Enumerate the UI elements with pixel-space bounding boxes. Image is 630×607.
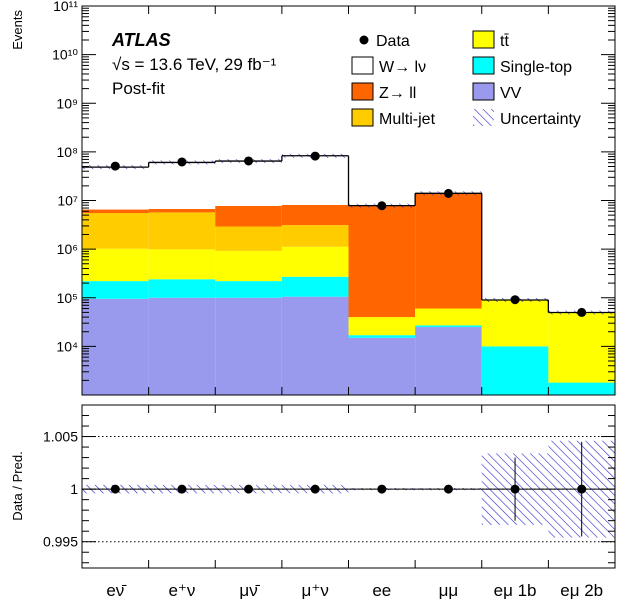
category-label-4: ee bbox=[372, 581, 391, 600]
ratio-y-tick-label-2: 1.005 bbox=[43, 429, 78, 445]
bar-series-3-cat-0 bbox=[82, 213, 149, 249]
ratio-y-tick-label-0: 0.995 bbox=[43, 534, 78, 550]
energy-lumi-label: √s = 13.6 TeV, 29 fb⁻¹ bbox=[112, 55, 277, 74]
y-tick-label-7: 10¹¹ bbox=[53, 0, 78, 14]
bar-series-2-cat-1 bbox=[148, 249, 216, 280]
bar-series-1-cat-1 bbox=[148, 279, 216, 298]
category-label-0: eν̄ bbox=[106, 581, 127, 600]
data-point-5 bbox=[443, 188, 453, 198]
data-point-2 bbox=[244, 156, 254, 166]
bar-series-4-cat-1 bbox=[148, 208, 216, 213]
bar-series-0-cat-1 bbox=[148, 297, 216, 395]
bar-series-1-cat-5 bbox=[415, 325, 482, 328]
bar-series-4-cat-2 bbox=[215, 205, 282, 227]
bar-series-2-cat-4 bbox=[348, 317, 416, 336]
bar-series-1-cat-4 bbox=[348, 335, 416, 338]
ratio-point-4 bbox=[377, 484, 387, 494]
category-label-5: μμ bbox=[439, 581, 459, 600]
data-point-3 bbox=[310, 151, 320, 161]
svg-text:Z→ ll: Z→ ll bbox=[379, 85, 416, 102]
category-label-1: e⁺ν bbox=[168, 581, 195, 600]
svg-text:Single-top: Single-top bbox=[500, 59, 572, 76]
category-label-3: μ⁺ν bbox=[302, 581, 329, 600]
bar-series-0-cat-3 bbox=[281, 296, 349, 395]
y-tick-label-3: 10⁷ bbox=[57, 193, 78, 209]
ratio-point-5 bbox=[443, 484, 453, 494]
bar-series-5-cat-1 bbox=[148, 162, 216, 209]
bar-series-0-cat-5 bbox=[415, 327, 482, 395]
legend-entry-single-top: Single-top bbox=[472, 56, 572, 76]
bar-series-5-cat-3 bbox=[281, 155, 349, 205]
bar-series-5-cat-0 bbox=[82, 167, 149, 210]
bar-series-3-cat-2 bbox=[215, 226, 282, 251]
bar-series-4-cat-5 bbox=[415, 193, 482, 309]
bar-series-2-cat-2 bbox=[215, 250, 282, 282]
ratio-y-axis-title: Data / Pred. bbox=[10, 451, 25, 520]
legend-entry-zll: Z→ ll bbox=[351, 82, 416, 102]
bar-series-0-cat-4 bbox=[348, 337, 416, 395]
main-y-ticks: 10⁴ 10⁵ 10⁶ 10⁷ 10⁸ 10⁹ 10¹⁰ 10¹¹ bbox=[52, 0, 616, 396]
y-tick-label-1: 10⁵ bbox=[57, 290, 78, 306]
bar-series-2-cat-5 bbox=[415, 308, 482, 326]
y-tick-label-2: 10⁶ bbox=[57, 241, 78, 257]
ratio-y-ticks: 0.995 1 1.005 bbox=[43, 405, 616, 568]
y-tick-label-5: 10⁹ bbox=[56, 95, 78, 111]
bar-series-2-cat-0 bbox=[82, 248, 149, 282]
category-label-2: μν̄ bbox=[239, 581, 260, 600]
ratio-point-2 bbox=[244, 484, 254, 494]
bar-series-2-cat-6 bbox=[481, 299, 549, 347]
svg-text:tt̄: tt̄ bbox=[500, 33, 509, 50]
svg-text:Uncertainty: Uncertainty bbox=[500, 111, 581, 128]
bar-series-3-cat-3 bbox=[281, 225, 349, 247]
category-label-6: eμ 1b bbox=[494, 581, 537, 600]
data-point-4 bbox=[377, 201, 387, 211]
svg-text:W→ lν: W→ lν bbox=[379, 59, 426, 76]
main-y-axis-title: Events bbox=[10, 10, 25, 50]
data-point-7 bbox=[577, 307, 587, 317]
fit-state-label: Post-fit bbox=[112, 79, 165, 98]
y-tick-label-0: 10⁴ bbox=[56, 338, 78, 354]
bar-series-2-cat-7 bbox=[548, 312, 616, 383]
bar-series-0-cat-0 bbox=[82, 298, 149, 395]
bar-series-4-cat-0 bbox=[82, 209, 149, 214]
data-points bbox=[110, 151, 587, 317]
legend-entry-uncertainty: Uncertainty bbox=[473, 109, 581, 128]
data-point-0 bbox=[110, 161, 120, 171]
category-label-7: eμ 2b bbox=[560, 581, 603, 600]
legend: Data tt̄ W→ lν Single-top Z→ ll VV Multi… bbox=[351, 30, 581, 128]
legend-entry-multijet: Multi-jet bbox=[351, 108, 436, 128]
svg-text:Multi-jet: Multi-jet bbox=[379, 111, 436, 128]
category-labels: eν̄ e⁺ν μν̄ μ⁺ν ee μμ eμ 1b eμ 2b bbox=[106, 581, 603, 600]
svg-text:Data: Data bbox=[376, 33, 410, 50]
data-point-1 bbox=[177, 157, 187, 167]
stacked-bars bbox=[82, 155, 616, 396]
bar-series-1-cat-6 bbox=[481, 346, 549, 396]
bar-series-4-cat-3 bbox=[281, 204, 349, 226]
y-tick-label-6: 10¹⁰ bbox=[52, 47, 78, 63]
legend-entry-wlnu: W→ lν bbox=[351, 56, 426, 76]
bar-series-4-cat-4 bbox=[348, 205, 416, 318]
bar-series-2-cat-3 bbox=[281, 246, 349, 277]
bar-series-3-cat-1 bbox=[148, 212, 216, 250]
bar-series-1-cat-0 bbox=[82, 281, 149, 299]
legend-entry-ttbar: tt̄ bbox=[472, 30, 509, 50]
data-point-6 bbox=[510, 295, 520, 305]
bar-series-0-cat-2 bbox=[215, 297, 282, 395]
bar-series-1-cat-7 bbox=[548, 382, 616, 395]
ratio-point-3 bbox=[310, 484, 320, 494]
bar-series-5-cat-2 bbox=[215, 161, 282, 206]
atlas-label: ATLAS bbox=[111, 30, 171, 50]
legend-entry-vv: VV bbox=[472, 82, 522, 102]
ratio-y-tick-label-1: 1 bbox=[70, 481, 78, 497]
ratio-point-1 bbox=[177, 484, 187, 494]
legend-entry-data: Data bbox=[359, 33, 410, 50]
ratio-point-7 bbox=[577, 484, 587, 494]
ratio-point-0 bbox=[110, 484, 120, 494]
bar-series-1-cat-3 bbox=[281, 276, 349, 297]
ratio-point-6 bbox=[510, 484, 520, 494]
y-tick-label-4: 10⁸ bbox=[57, 144, 79, 160]
bar-series-1-cat-2 bbox=[215, 281, 282, 298]
svg-text:VV: VV bbox=[500, 85, 522, 102]
